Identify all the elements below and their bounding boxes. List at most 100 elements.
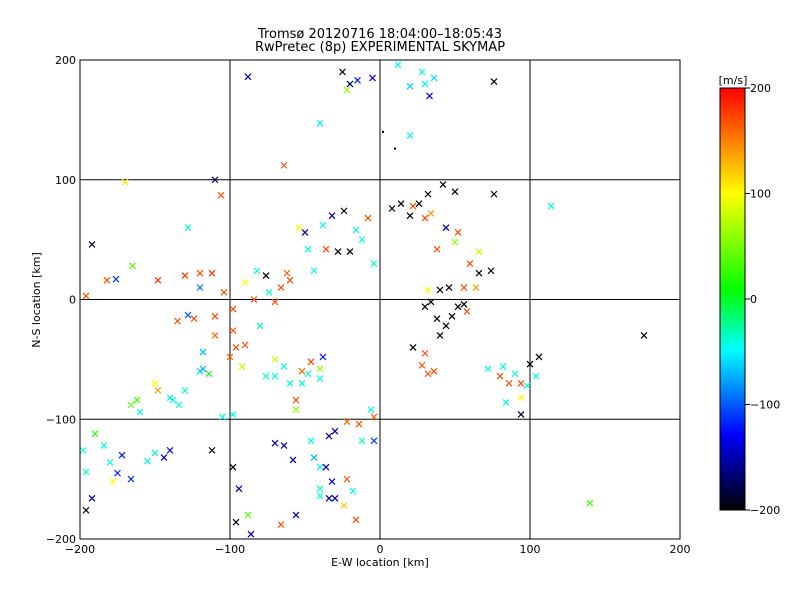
data-point — [114, 469, 121, 477]
data-point — [430, 74, 438, 82]
data-point — [262, 372, 270, 380]
data-point — [511, 370, 519, 378]
data-point — [370, 437, 378, 445]
data-point — [358, 437, 366, 445]
colorbar-tick-label: −200 — [750, 504, 780, 517]
data-point — [271, 372, 279, 380]
data-point — [355, 420, 363, 428]
data-point — [451, 238, 459, 246]
data-point — [271, 355, 279, 363]
data-point — [397, 200, 405, 208]
data-point — [331, 494, 339, 502]
data-point — [151, 449, 159, 457]
data-point — [448, 312, 456, 320]
data-point — [547, 202, 555, 210]
x-tick-label: −200 — [65, 543, 95, 556]
data-point — [352, 226, 360, 234]
data-point — [79, 446, 87, 454]
data-point — [310, 267, 318, 275]
data-point — [229, 463, 237, 471]
data-point — [421, 349, 429, 357]
data-point — [82, 468, 90, 476]
data-point — [382, 130, 384, 133]
data-point — [445, 284, 453, 291]
data-point — [229, 327, 237, 335]
data-point — [298, 367, 306, 375]
data-point — [280, 442, 288, 450]
data-point — [211, 332, 219, 339]
data-point — [364, 214, 372, 222]
plot-frame — [79, 59, 681, 540]
data-point — [319, 221, 327, 229]
data-point — [426, 92, 433, 100]
data-point — [229, 411, 237, 418]
data-point — [244, 73, 252, 81]
data-point — [472, 284, 480, 291]
data-point — [490, 78, 498, 85]
data-point — [82, 292, 90, 300]
data-point — [154, 387, 162, 394]
data-point — [418, 361, 426, 369]
data-point — [424, 286, 432, 294]
data-point — [217, 191, 225, 199]
data-point — [208, 269, 216, 277]
data-point — [166, 446, 174, 454]
data-point — [325, 432, 333, 440]
data-point — [328, 212, 336, 220]
data-point — [304, 370, 312, 378]
y-tick-label: −100 — [46, 413, 76, 426]
data-point — [394, 147, 396, 150]
data-point — [109, 478, 117, 485]
y-tick-label: 0 — [69, 294, 76, 307]
data-point — [586, 499, 594, 507]
data-point — [88, 240, 96, 248]
data-point — [502, 399, 510, 406]
data-point — [424, 370, 432, 378]
data-point — [199, 365, 207, 373]
data-point — [466, 260, 474, 267]
data-point — [322, 245, 330, 253]
data-point — [199, 348, 207, 356]
data-point — [196, 284, 204, 291]
data-point — [292, 406, 300, 414]
x-tick-label: 0 — [377, 543, 384, 556]
data-point — [129, 262, 136, 270]
x-axis-label: E-W location [km] — [331, 556, 429, 569]
data-point — [211, 176, 219, 184]
y-axis-label: N-S location [km] — [30, 252, 43, 348]
data-point — [181, 272, 189, 279]
data-point — [241, 341, 249, 349]
data-point — [354, 76, 361, 84]
data-point — [181, 387, 189, 394]
data-point — [133, 396, 141, 404]
data-point — [175, 401, 183, 409]
data-point — [388, 205, 396, 212]
data-point — [271, 298, 279, 306]
data-point — [286, 379, 294, 387]
data-point — [316, 492, 324, 500]
data-point — [499, 363, 507, 370]
data-point — [238, 363, 246, 370]
data-point — [292, 511, 300, 519]
data-point — [339, 68, 346, 76]
data-point — [316, 365, 324, 373]
data-point — [118, 451, 126, 459]
data-point — [436, 332, 444, 339]
data-point — [331, 427, 339, 435]
data-point — [460, 284, 468, 291]
data-point — [304, 245, 312, 253]
data-point — [265, 288, 273, 296]
data-point — [307, 358, 315, 366]
data-point — [250, 296, 258, 303]
data-point — [370, 413, 378, 421]
data-point — [211, 312, 219, 320]
colorbar-tick-label: 0 — [750, 293, 757, 306]
data-point — [370, 260, 378, 267]
data-point — [367, 406, 375, 414]
data-point — [517, 394, 525, 402]
data-point — [343, 86, 351, 94]
data-point — [88, 494, 96, 502]
data-point — [316, 485, 324, 493]
data-point — [310, 454, 318, 461]
data-point — [298, 379, 306, 387]
